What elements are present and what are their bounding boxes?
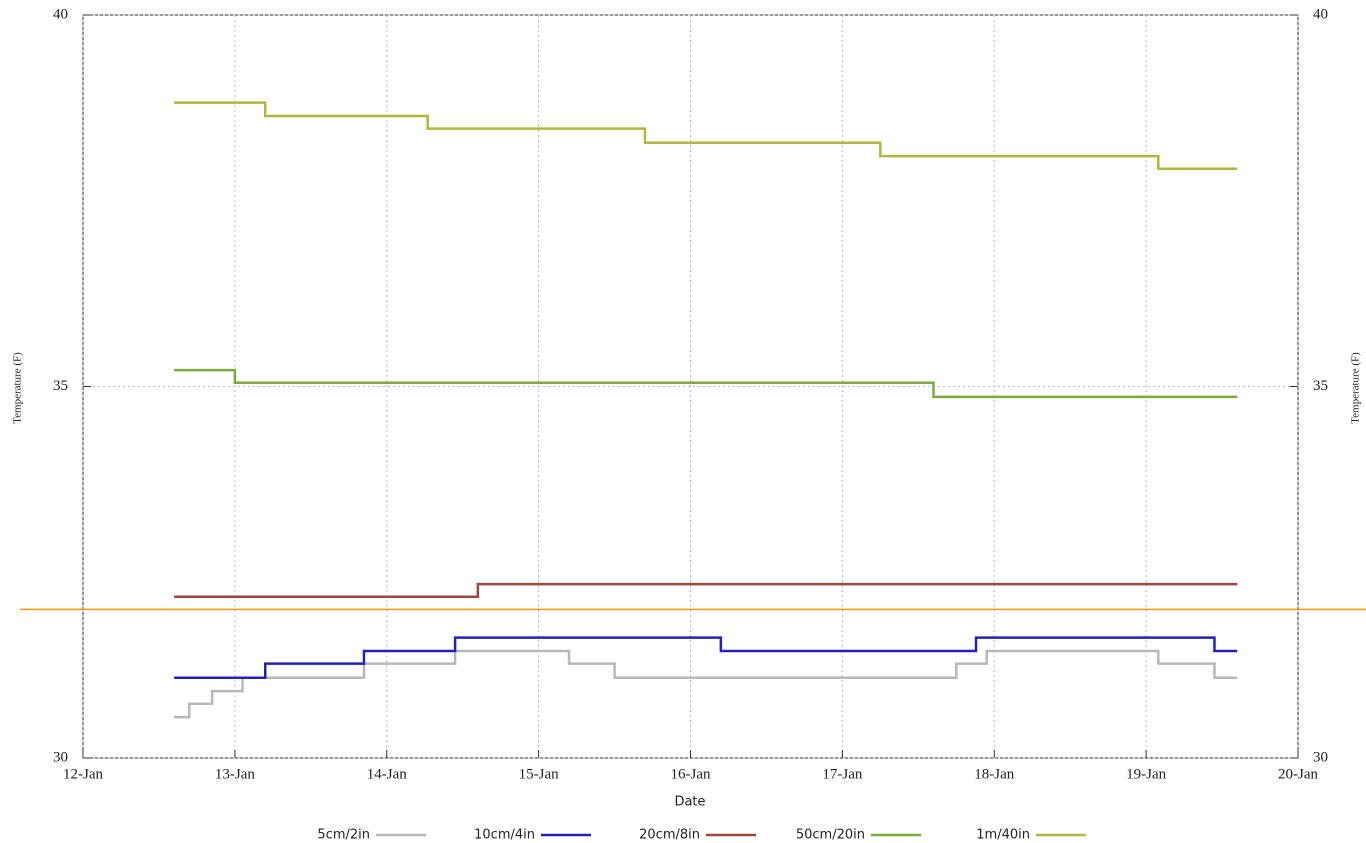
y2-tick-label: 40 bbox=[1313, 6, 1328, 22]
legend-label: 1m/40in bbox=[976, 828, 1030, 843]
series-line bbox=[174, 370, 1237, 397]
x-tick-label: 14-Jan bbox=[367, 766, 407, 782]
x-tick-label: 12-Jan bbox=[63, 766, 103, 782]
x-tick-label: 19-Jan bbox=[1126, 766, 1166, 782]
legend-label: 20cm/8in bbox=[639, 828, 700, 843]
y-axis-label: Temperature (F) bbox=[12, 352, 24, 424]
series-line bbox=[174, 638, 1237, 678]
x-tick-label: 16-Jan bbox=[671, 766, 711, 782]
chart: Temperature (F) Temperature (F) Date 12-… bbox=[0, 0, 1366, 843]
series-line bbox=[174, 103, 1237, 169]
series-line bbox=[174, 584, 1237, 597]
y2-axis-label: Temperature (F) bbox=[1350, 352, 1362, 424]
y-tick-label: 35 bbox=[53, 378, 68, 394]
x-tick-label: 13-Jan bbox=[215, 766, 255, 782]
x-tick-label: 15-Jan bbox=[519, 766, 559, 782]
x-tick-label: 17-Jan bbox=[822, 766, 862, 782]
y2-tick-label: 35 bbox=[1313, 378, 1328, 394]
x-axis-label: Date bbox=[674, 795, 705, 810]
y-tick-label: 40 bbox=[53, 6, 68, 22]
legend-label: 50cm/20in bbox=[796, 828, 865, 843]
series-line bbox=[174, 651, 1237, 717]
legend-label: 5cm/2in bbox=[317, 828, 370, 843]
x-tick-label: 20-Jan bbox=[1278, 766, 1318, 782]
y2-tick-label: 30 bbox=[1313, 749, 1328, 765]
legend-label: 10cm/4in bbox=[474, 828, 535, 843]
y-tick-label: 30 bbox=[53, 749, 68, 765]
x-tick-label: 18-Jan bbox=[974, 766, 1014, 782]
